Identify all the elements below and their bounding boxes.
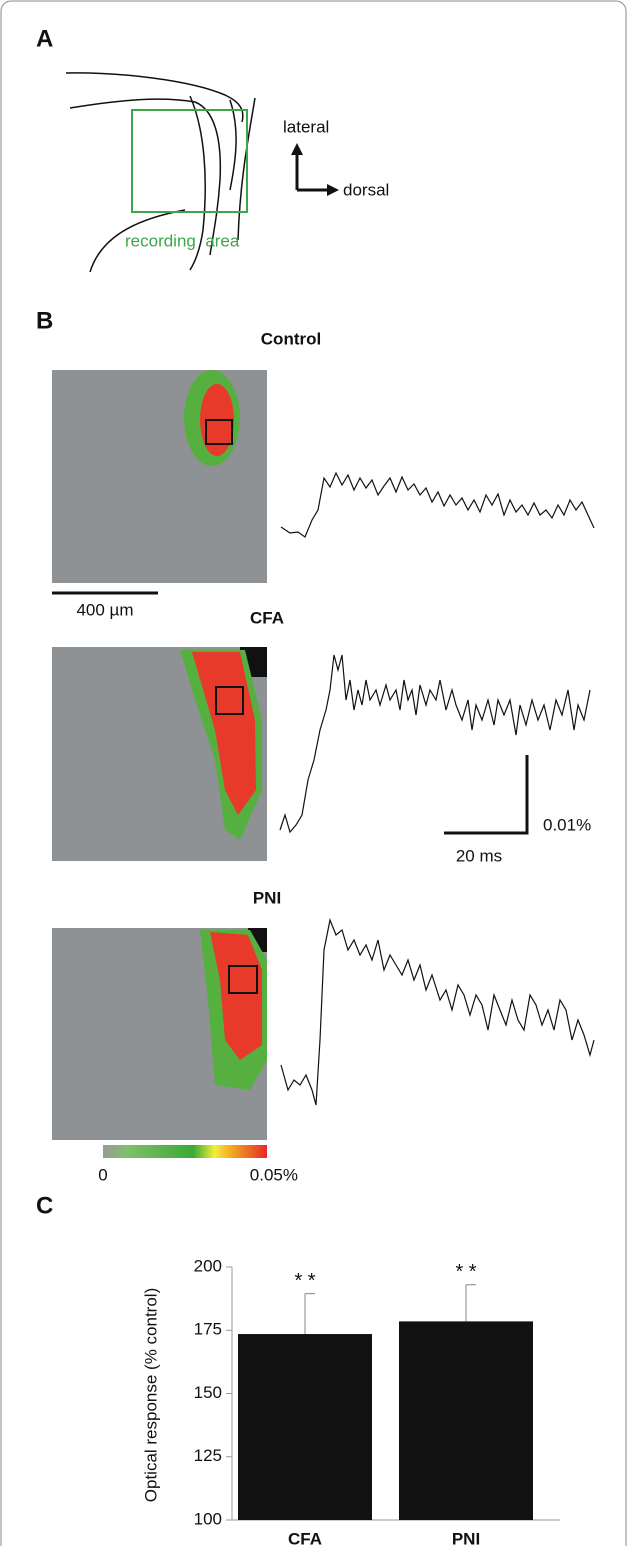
significance-label: * * bbox=[294, 1270, 315, 1292]
region-label: recording area bbox=[125, 231, 240, 250]
orientation-arrows bbox=[291, 143, 339, 196]
bar bbox=[399, 1321, 533, 1520]
y-tick-label: 175 bbox=[194, 1320, 222, 1339]
dorsal-label: dorsal bbox=[343, 180, 389, 199]
trace bbox=[279, 471, 595, 1106]
x-tick-label: PNI bbox=[452, 1529, 480, 1546]
significance-label: * * bbox=[455, 1261, 476, 1283]
bar bbox=[238, 1334, 372, 1520]
y-tick-label: 150 bbox=[194, 1383, 222, 1402]
panel-label: A bbox=[36, 25, 53, 52]
calibration-bar bbox=[444, 755, 529, 835]
colorbar-label: 0 bbox=[98, 1165, 107, 1184]
amplitude-label: 0.01% bbox=[543, 815, 591, 834]
colorbar bbox=[103, 1145, 267, 1158]
y-axis-label: Optical response (% control) bbox=[141, 1288, 160, 1502]
recording-area-box bbox=[131, 109, 248, 213]
panel-label: C bbox=[36, 1192, 53, 1219]
y-tick-label: 100 bbox=[194, 1509, 222, 1528]
optical-image bbox=[52, 370, 267, 583]
condition-title: CFA bbox=[250, 608, 284, 627]
condition-title: PNI bbox=[253, 888, 281, 907]
scale-bar-label: 400 µm bbox=[76, 600, 133, 619]
lateral-label: lateral bbox=[283, 117, 329, 136]
optical-image bbox=[52, 647, 267, 861]
optical-image bbox=[52, 928, 267, 1140]
y-tick-label: 125 bbox=[194, 1446, 222, 1465]
colorbar-label: 0.05% bbox=[250, 1165, 298, 1184]
y-tick-label: 200 bbox=[194, 1256, 222, 1275]
time-label: 20 ms bbox=[456, 846, 502, 865]
bar-chart: 100 125 150 175 200 * * CFA * * PNI bbox=[194, 1256, 560, 1548]
x-tick-label: CFA bbox=[288, 1529, 322, 1546]
panel-label: B bbox=[36, 307, 53, 334]
condition-title: Control bbox=[261, 329, 321, 348]
